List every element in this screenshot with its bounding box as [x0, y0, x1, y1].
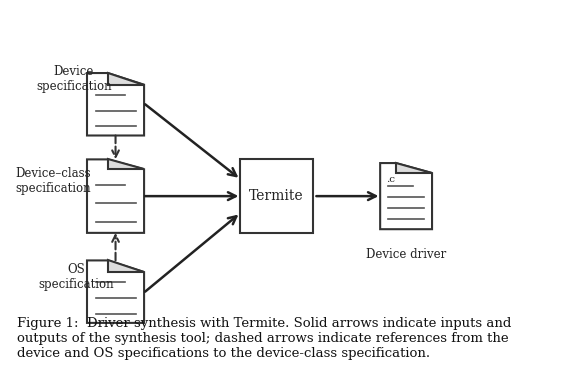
Text: Termite: Termite: [249, 189, 304, 203]
Text: Device driver: Device driver: [366, 248, 446, 261]
Text: .c: .c: [386, 175, 396, 184]
Text: Device–class
specification: Device–class specification: [16, 167, 91, 195]
Polygon shape: [87, 73, 144, 135]
Text: OS
specification: OS specification: [39, 263, 114, 291]
Text: Figure 1:  Driver synthesis with Termite. Solid arrows indicate inputs and
outpu: Figure 1: Driver synthesis with Termite.…: [17, 317, 512, 360]
Polygon shape: [108, 159, 144, 169]
FancyBboxPatch shape: [240, 159, 313, 233]
Polygon shape: [380, 163, 432, 229]
Polygon shape: [396, 163, 432, 173]
Polygon shape: [108, 260, 144, 272]
Polygon shape: [108, 73, 144, 85]
Polygon shape: [87, 260, 144, 323]
Text: Device
specification: Device specification: [36, 65, 112, 93]
Polygon shape: [87, 159, 144, 233]
